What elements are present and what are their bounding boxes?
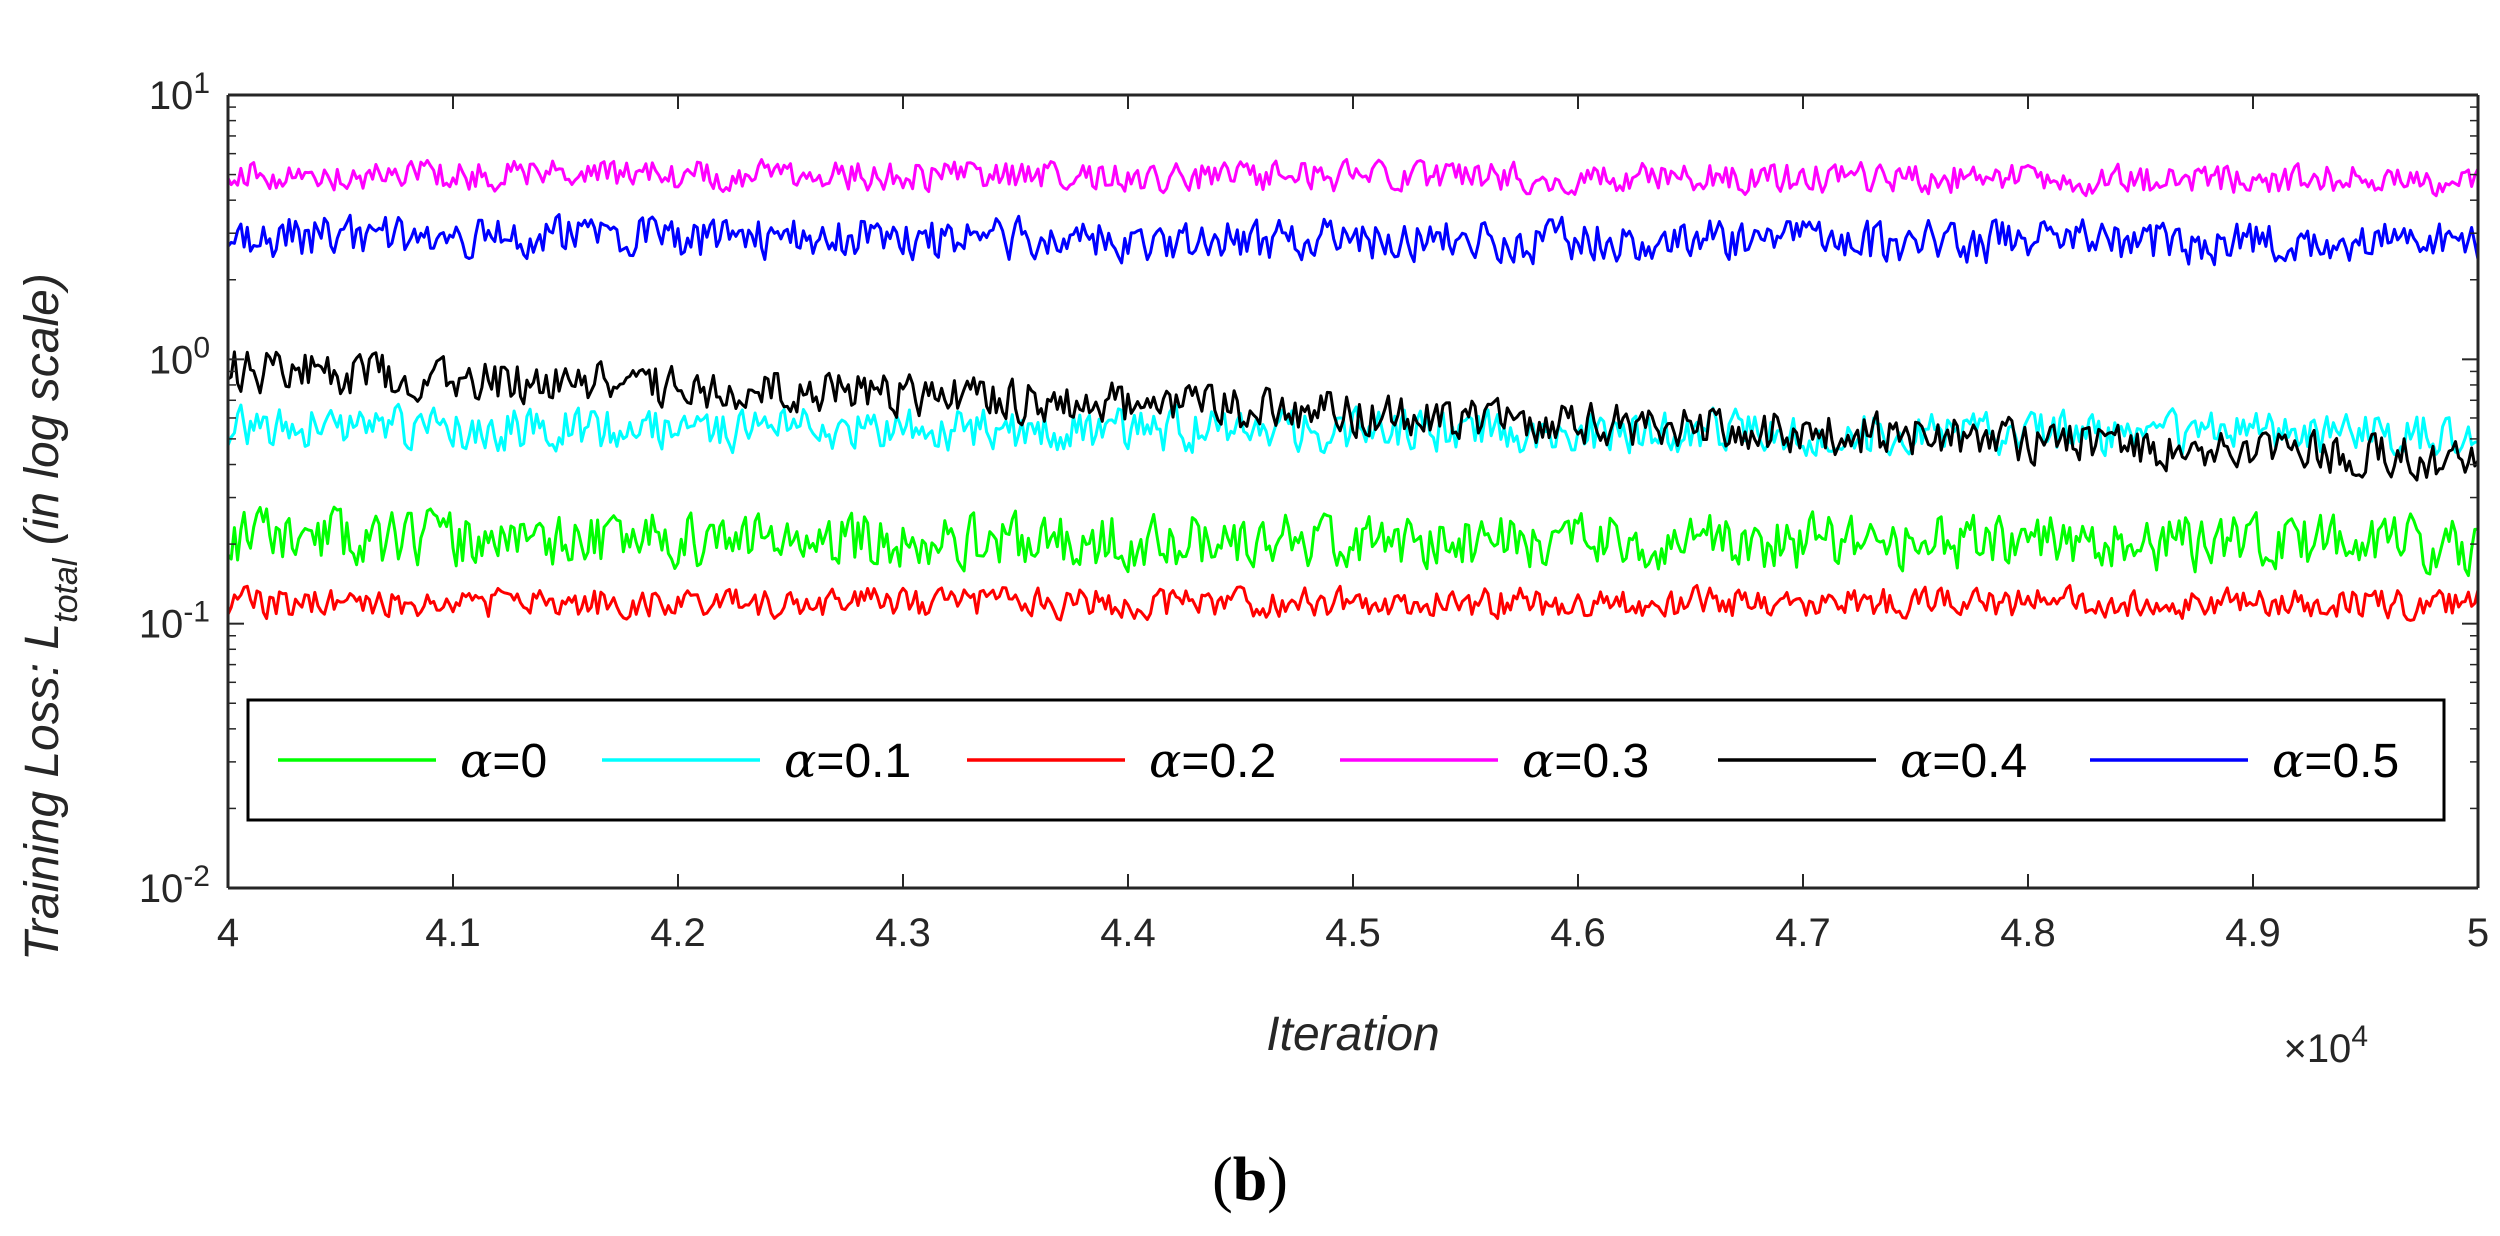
figure-caption: (b)	[1212, 1146, 1288, 1214]
x-tick-label: 4.9	[2225, 911, 2281, 955]
legend-label: α=0.2	[1149, 733, 1276, 789]
series-line-3	[226, 158, 2480, 198]
series-line-0	[226, 505, 2479, 578]
legend-entry-5: α=0.5	[2090, 733, 2399, 789]
x-tick-label: 4	[217, 911, 239, 955]
legend: α=0 α=0.1 α=0.2 α=0.3 α=0.4 α=0.5	[246, 698, 2446, 822]
legend-entry-1: α=0.1	[602, 733, 911, 789]
series-layer	[226, 158, 2480, 622]
legend-entry-0: α=0	[278, 733, 547, 789]
x-axis-multiplier: ×104	[2283, 1020, 2368, 1072]
x-tick-label: 4.7	[1775, 911, 1831, 955]
y-tick-label: 100	[149, 331, 210, 383]
x-tick-label: 4.1	[425, 911, 481, 955]
x-tick-label: 4.8	[2000, 911, 2056, 955]
x-axis-title: Iteration	[1266, 1008, 1439, 1061]
legend-label: α=0.1	[784, 733, 911, 789]
series-line-4	[227, 350, 2480, 482]
y-tick-label: 101	[149, 67, 210, 119]
legend-entry-3: α=0.3	[1340, 733, 1649, 789]
series-line-2	[226, 584, 2480, 622]
legend-entry-4: α=0.4	[1718, 733, 2027, 789]
legend-label: α=0.4	[1900, 733, 2027, 789]
y-tick-label: 10-1	[139, 595, 210, 647]
legend-entry-2: α=0.2	[967, 733, 1276, 789]
x-tick-label: 4.5	[1325, 911, 1381, 955]
x-tick-label: 4.6	[1550, 911, 1606, 955]
y-axis-title: Training Loss: Ltotal (in log scale)	[16, 273, 85, 961]
legend-label: α=0	[460, 733, 547, 789]
x-tick-label: 4.4	[1100, 911, 1156, 955]
legend-label: α=0.5	[2272, 733, 2399, 789]
legend-label: α=0.3	[1522, 733, 1649, 789]
series-line-1	[226, 402, 2479, 458]
y-tick-label: 10-2	[139, 860, 210, 912]
x-tick-label: 4.2	[650, 911, 706, 955]
x-tick-label: 5	[2467, 911, 2489, 955]
ticks: 4 4.1 4.2 4.3 4.4 4.5 4.6 4.7 4.8 4.9 5 101 100 10-1 1…	[139, 67, 2489, 956]
x-tick-label: 4.3	[875, 911, 931, 955]
series-line-5	[226, 213, 2480, 267]
